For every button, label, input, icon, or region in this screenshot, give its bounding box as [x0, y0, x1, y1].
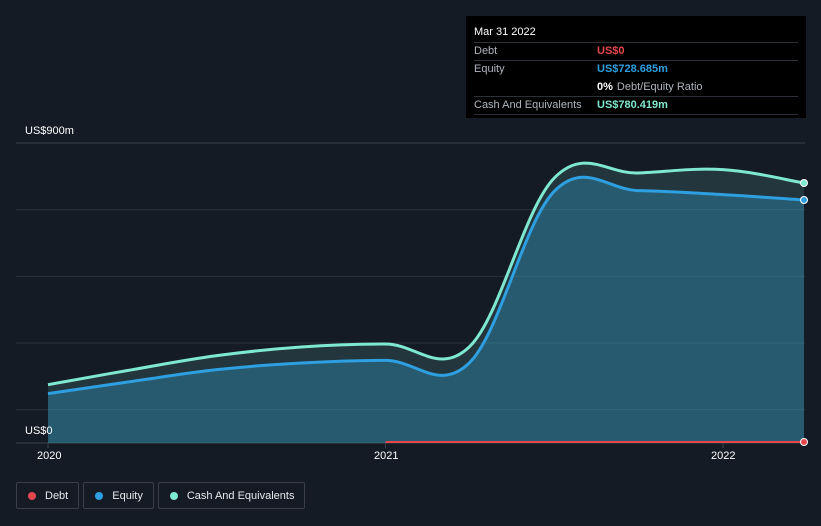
legend-dot-cash [169, 491, 178, 500]
grid-lines [16, 142, 805, 448]
tooltip-row-equity: Equity US$728.685m [474, 60, 798, 78]
tooltip-date: Mar 31 2022 [474, 26, 536, 38]
line-equity [47, 175, 805, 396]
x-tick-label-2021: 2021 [374, 450, 399, 462]
series-markers [800, 179, 808, 446]
marker-cash-and-equivalents [800, 179, 808, 187]
tooltip-debt-value: US$0 [597, 45, 625, 57]
marker-debt [800, 438, 808, 446]
legend-label-equity: Equity [112, 489, 143, 502]
y-tick-label-max: US$900m [25, 125, 74, 137]
area-cash-and-equivalents [48, 163, 804, 443]
legend-item-cash[interactable]: Cash And Equivalents [157, 482, 306, 509]
y-tick-label-min: US$0 [25, 425, 53, 437]
tooltip-cash-label: Cash And Equivalents [474, 99, 582, 111]
legend-dot-equity [95, 491, 104, 500]
legend-item-debt[interactable]: Debt [16, 482, 80, 509]
tooltip-row-debt: Debt US$0 [474, 42, 798, 60]
tooltip: Mar 31 2022 Debt US$0 Equity US$728.685m… [466, 16, 806, 118]
x-tick-label-2022: 2022 [711, 450, 736, 462]
series-areas [48, 163, 804, 443]
legend: Debt Equity Cash And Equivalents [16, 482, 306, 509]
tooltip-equity-label: Equity [474, 63, 505, 75]
tooltip-cash-value: US$780.419m [597, 99, 668, 111]
tooltip-row-ratio: 0% Debt/Equity Ratio [474, 78, 798, 96]
legend-label-debt: Debt [45, 489, 69, 502]
tooltip-row-cash: Cash And Equivalents US$780.419m [474, 96, 798, 115]
tooltip-equity-value: US$728.685m [597, 63, 668, 75]
legend-item-equity[interactable]: Equity [83, 482, 154, 509]
x-tick-label-2020: 2020 [37, 450, 62, 462]
line-cash-and-equivalents [47, 161, 805, 387]
marker-equity [800, 196, 808, 204]
tooltip-debt-label: Debt [474, 45, 498, 57]
legend-dot-debt [28, 491, 36, 500]
series-lines [47, 161, 805, 443]
legend-label-cash: Cash And Equivalents [186, 489, 295, 502]
tooltip-ratio-text: Debt/Equity Ratio [616, 81, 703, 93]
area-equity [48, 177, 804, 443]
tooltip-ratio-pct: 0% [597, 81, 613, 93]
